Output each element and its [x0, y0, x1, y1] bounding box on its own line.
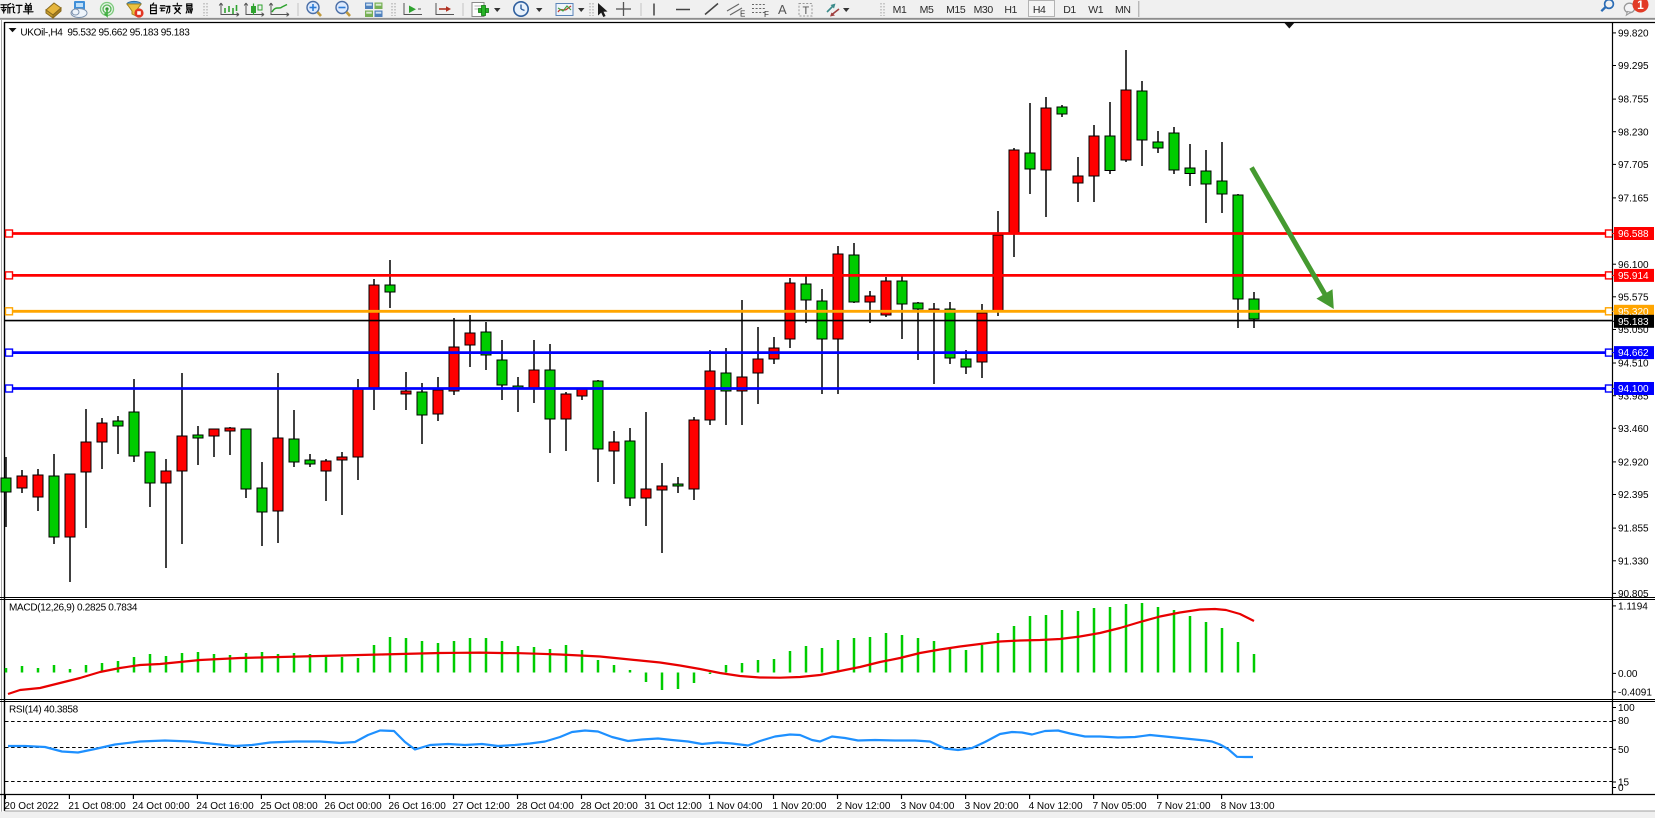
svg-text:D1: D1: [1063, 4, 1076, 16]
svg-text:91.855: 91.855: [1618, 524, 1649, 535]
svg-text:98.230: 98.230: [1618, 127, 1649, 138]
svg-text:25 Oct 08:00: 25 Oct 08:00: [260, 801, 318, 812]
svg-text:1 Nov 20:00: 1 Nov 20:00: [773, 801, 827, 812]
svg-text:27 Oct 12:00: 27 Oct 12:00: [453, 801, 511, 812]
svg-text:RSI(14) 40.3858: RSI(14) 40.3858: [9, 705, 79, 716]
svg-text:20 Oct 2022: 20 Oct 2022: [4, 801, 59, 812]
svg-text:24 Oct 00:00: 24 Oct 00:00: [132, 801, 190, 812]
svg-text:M30: M30: [974, 4, 994, 16]
svg-text:F: F: [764, 10, 769, 19]
svg-text:1: 1: [1637, 0, 1644, 12]
svg-text:1 Nov 04:00: 1 Nov 04:00: [709, 801, 763, 812]
svg-text:98.755: 98.755: [1618, 95, 1649, 106]
svg-text:97.165: 97.165: [1618, 194, 1649, 205]
svg-text:H1: H1: [1004, 4, 1017, 16]
svg-text:M1: M1: [893, 4, 907, 16]
svg-text:99.295: 99.295: [1618, 61, 1649, 72]
svg-text:7 Nov 21:00: 7 Nov 21:00: [1157, 801, 1211, 812]
svg-text:15: 15: [1618, 778, 1630, 789]
svg-text:A: A: [778, 2, 787, 17]
svg-text:100: 100: [1618, 703, 1635, 714]
svg-text:M15: M15: [946, 4, 966, 16]
svg-text:E: E: [740, 10, 745, 19]
svg-text:3 Nov 04:00: 3 Nov 04:00: [901, 801, 955, 812]
svg-text:24 Oct 16:00: 24 Oct 16:00: [196, 801, 254, 812]
svg-text:93.460: 93.460: [1618, 424, 1649, 435]
svg-text:94.662: 94.662: [1618, 348, 1649, 359]
svg-text:92.920: 92.920: [1618, 458, 1649, 469]
svg-text:28 Oct 04:00: 28 Oct 04:00: [517, 801, 575, 812]
svg-text:T: T: [803, 5, 810, 17]
svg-text:8 Nov 13:00: 8 Nov 13:00: [1221, 801, 1275, 812]
svg-text:95.320: 95.320: [1618, 307, 1649, 318]
svg-text:26 Oct 00:00: 26 Oct 00:00: [324, 801, 382, 812]
svg-text:96.588: 96.588: [1618, 229, 1649, 240]
svg-text:1.1194: 1.1194: [1618, 602, 1648, 613]
svg-text:0: 0: [1618, 783, 1624, 794]
svg-text:80: 80: [1618, 716, 1630, 727]
svg-text:31 Oct 12:00: 31 Oct 12:00: [645, 801, 703, 812]
svg-text:93.985: 93.985: [1618, 391, 1649, 402]
svg-text:H4: H4: [1033, 4, 1046, 16]
svg-text:M5: M5: [920, 4, 934, 16]
svg-text:90.805: 90.805: [1618, 589, 1649, 600]
svg-text:95.183: 95.183: [1618, 317, 1649, 328]
svg-text:7 Nov 05:00: 7 Nov 05:00: [1093, 801, 1147, 812]
svg-text:UKOil-,H4 95.532 95.662 95.18: UKOil-,H4 95.532 95.662 95.183 95.183: [20, 27, 190, 38]
svg-text:26 Oct 16:00: 26 Oct 16:00: [389, 801, 447, 812]
svg-text:W1: W1: [1088, 4, 1104, 16]
svg-text:94.100: 94.100: [1618, 384, 1649, 395]
svg-text:4 Nov 12:00: 4 Nov 12:00: [1029, 801, 1083, 812]
svg-text:99.820: 99.820: [1618, 29, 1649, 40]
svg-text:0.00: 0.00: [1618, 669, 1638, 680]
svg-text:92.395: 92.395: [1618, 490, 1649, 501]
svg-text:96.100: 96.100: [1618, 260, 1649, 271]
svg-text:97.705: 97.705: [1618, 160, 1649, 171]
svg-text:95.050: 95.050: [1618, 325, 1649, 336]
svg-text:95.575: 95.575: [1618, 292, 1649, 303]
svg-text:MN: MN: [1115, 4, 1131, 16]
svg-text:50: 50: [1618, 745, 1630, 756]
svg-text:91.330: 91.330: [1618, 556, 1649, 567]
svg-text:-0.4091: -0.4091: [1618, 688, 1652, 699]
svg-text:95.914: 95.914: [1618, 271, 1649, 282]
svg-text:21 Oct 08:00: 21 Oct 08:00: [68, 801, 126, 812]
svg-text:3 Nov 20:00: 3 Nov 20:00: [965, 801, 1019, 812]
svg-text:2 Nov 12:00: 2 Nov 12:00: [837, 801, 891, 812]
svg-text:MACD(12,26,9) 0.2825 0.7834: MACD(12,26,9) 0.2825 0.7834: [9, 603, 138, 614]
svg-text:28 Oct 20:00: 28 Oct 20:00: [581, 801, 639, 812]
svg-text:94.510: 94.510: [1618, 359, 1649, 370]
